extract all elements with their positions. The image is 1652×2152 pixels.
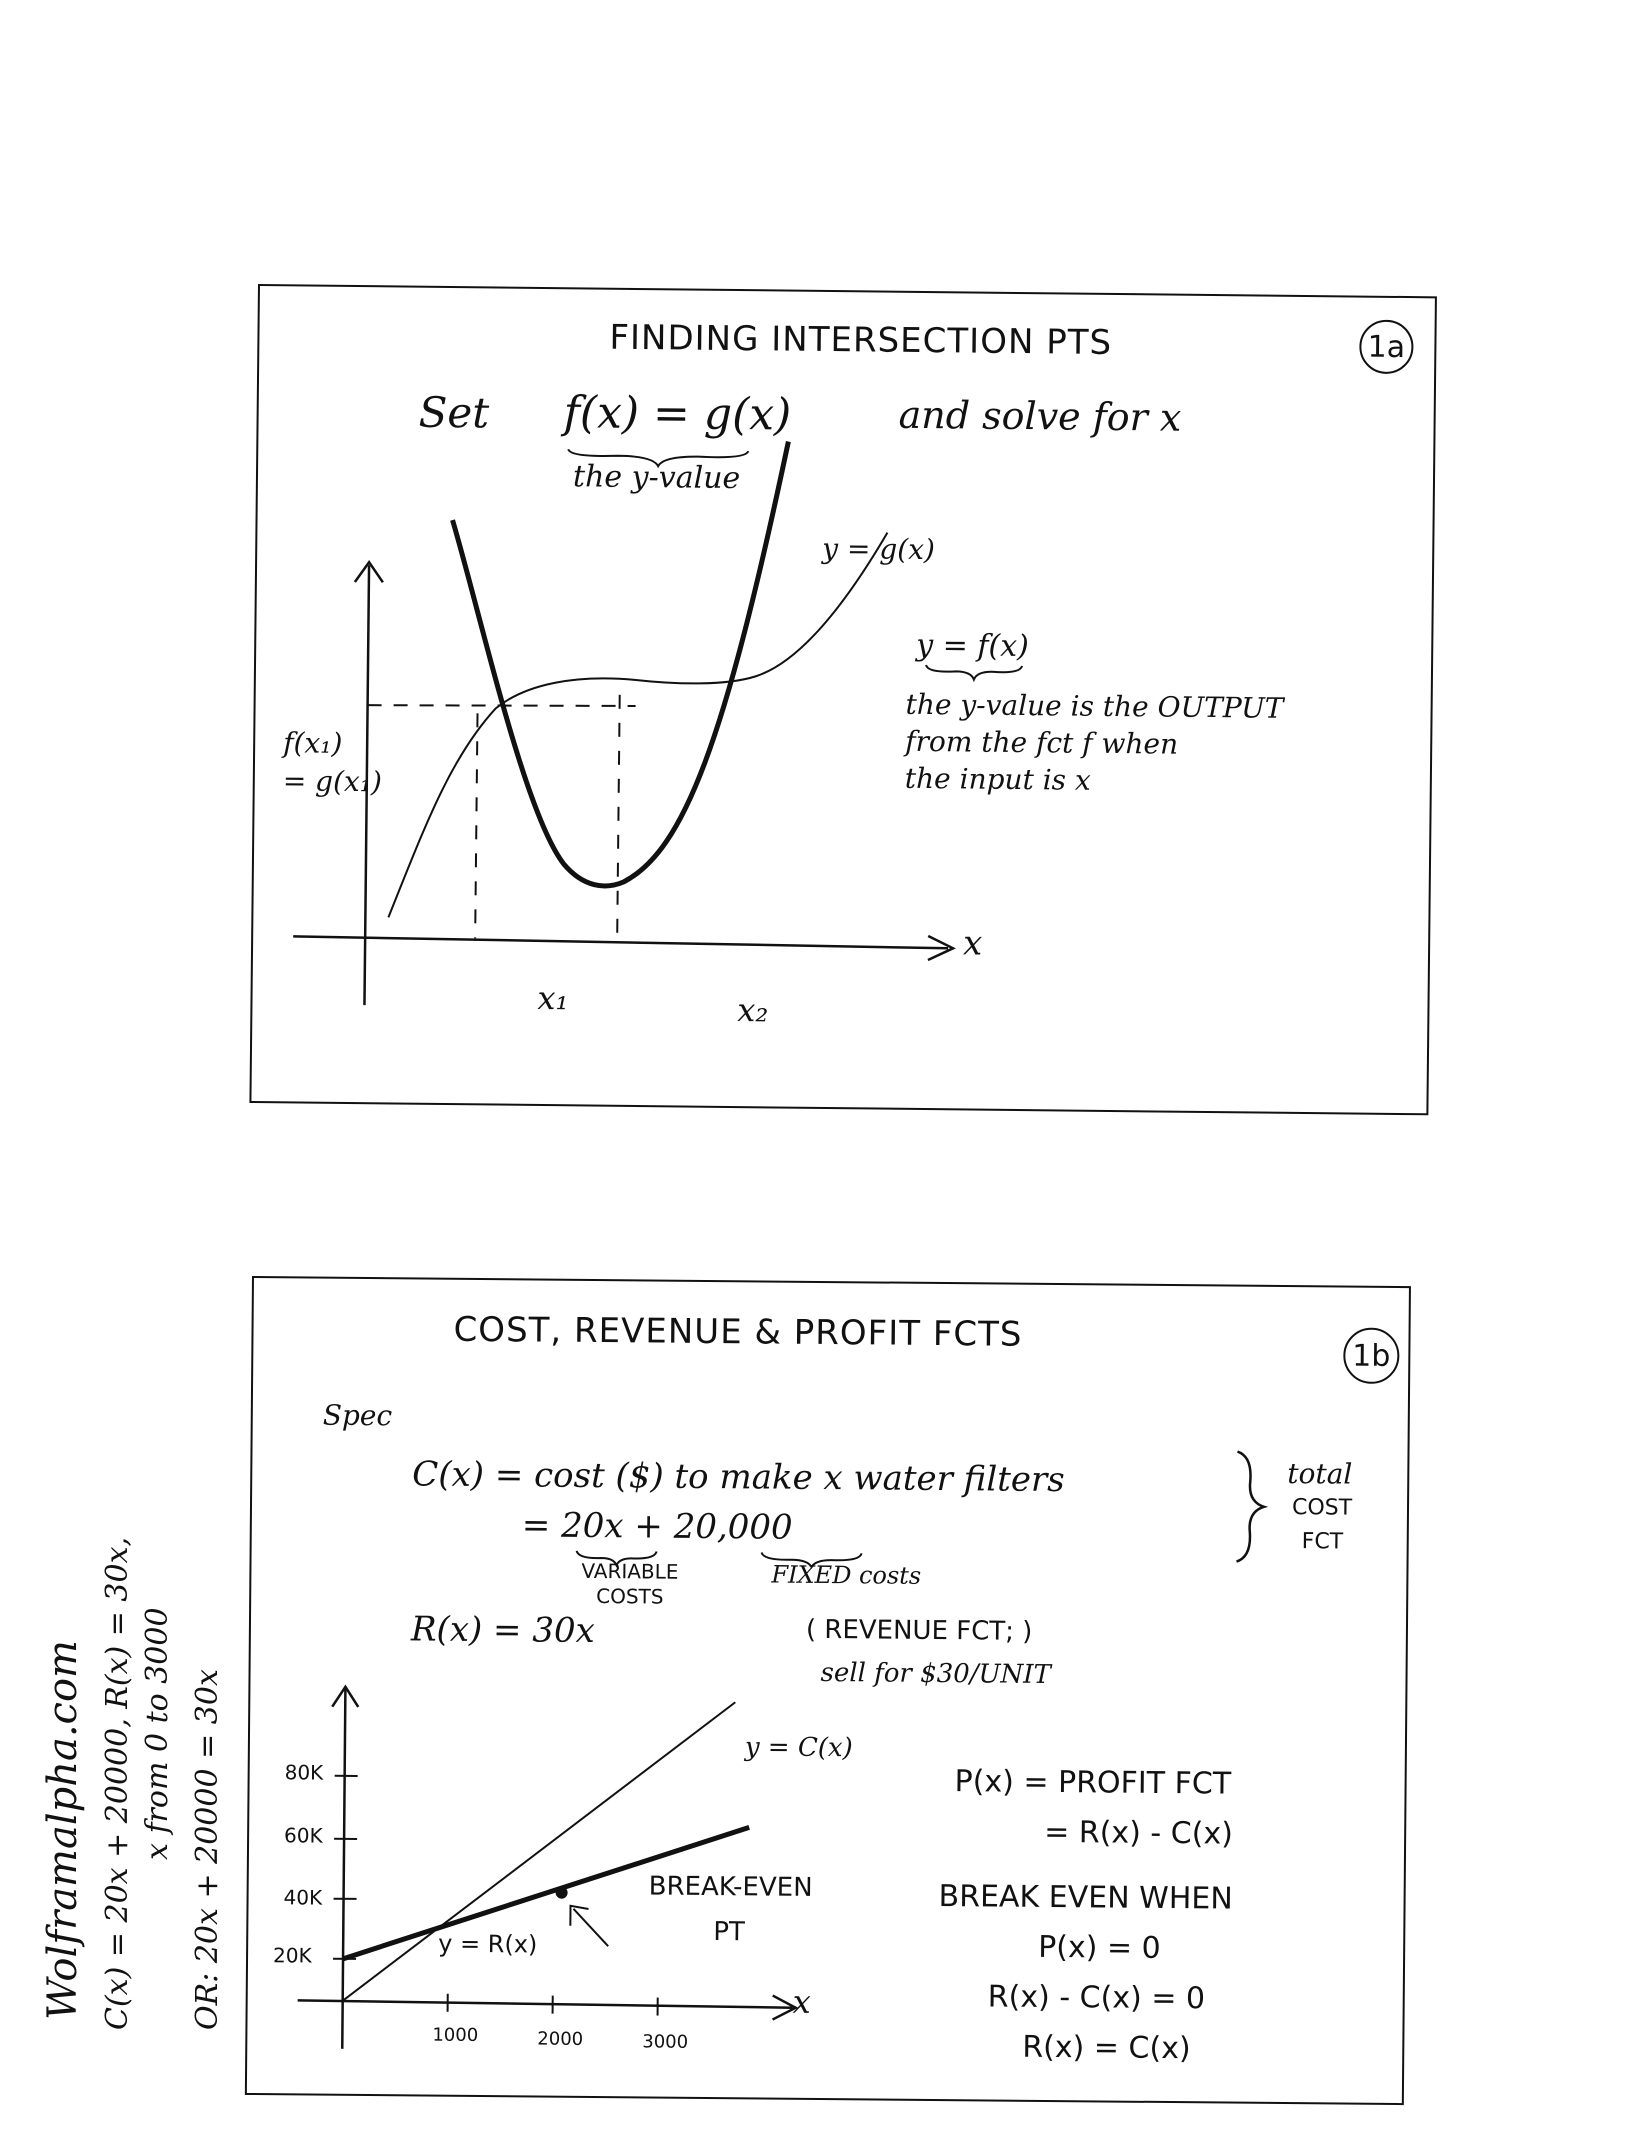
dashed-x2: [616, 694, 621, 940]
curve-f: [387, 532, 889, 918]
break-even-point: [555, 1886, 568, 1899]
y-axis-arrow-a: [353, 559, 384, 584]
curve-g: [450, 441, 791, 889]
panel-cost-revenue-profit: COST, REVENUE & PROFIT FCTS 1b Spec C(x)…: [244, 1276, 1411, 2106]
brace-total: [1236, 1450, 1269, 1563]
line-cost: [342, 1824, 750, 1962]
break-even-arrowhead: [569, 1904, 589, 1926]
side-note-line-4: OR: 20x + 20000 = 30x: [190, 1669, 225, 2030]
brace-under-equation: [567, 448, 750, 469]
side-note-line-3: x from 0 to 3000: [140, 1607, 175, 1860]
x-axis-b: [297, 1999, 793, 2009]
dashed-horizontal: [367, 704, 636, 707]
cost-revenue-graph: [297, 1450, 1269, 2049]
x-axis-arrow-a: [927, 934, 956, 962]
brace-fixed: [760, 1552, 863, 1569]
side-note-line-2: C(x) = 20x + 20000, R(x) = 30x,: [100, 1536, 135, 2030]
y-axis-b: [341, 1688, 347, 2049]
dashed-x1: [474, 713, 479, 939]
x-axis-arrow-b: [771, 1994, 799, 2021]
y-axis-arrow-b: [331, 1684, 360, 1708]
intersection-graph: [293, 441, 1024, 1006]
break-even-arrow: [572, 1908, 609, 1947]
line-revenue: [342, 1701, 736, 2002]
brace-variable: [575, 1550, 658, 1568]
x-axis-a: [293, 935, 949, 950]
side-note-line-1: Wolframalpha.com: [40, 1640, 86, 2020]
brace-under-f-label: [925, 664, 1024, 683]
y-axis-a: [363, 565, 371, 1006]
panel-finding-intersection: FINDING INTERSECTION PTS 1a Set f(x) = g…: [249, 284, 1437, 1116]
